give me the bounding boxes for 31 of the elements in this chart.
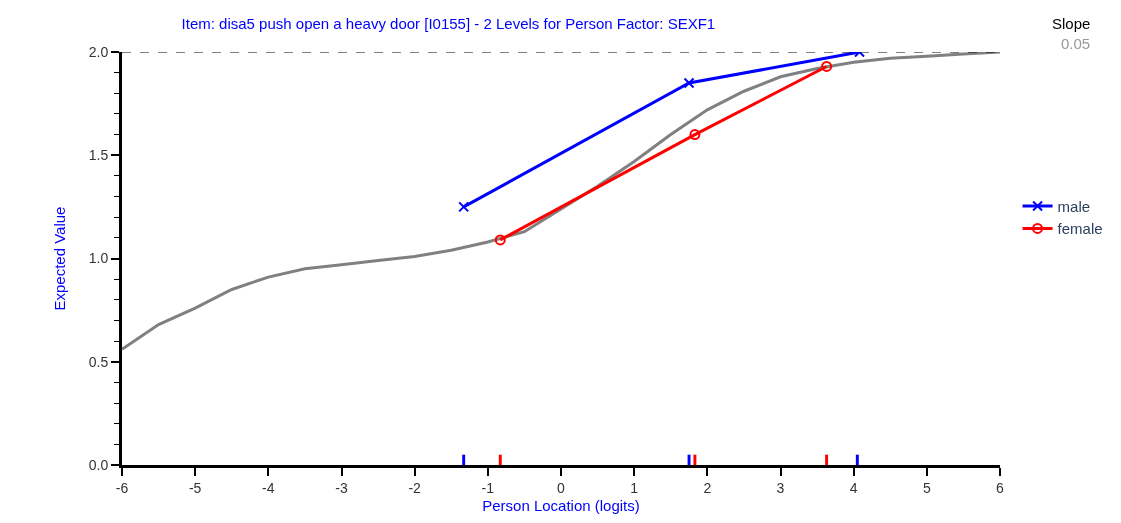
point xyxy=(689,129,701,141)
x-tick-label: -1 xyxy=(481,479,495,496)
line-series xyxy=(122,52,1000,351)
x-tick-label: -5 xyxy=(188,479,202,496)
y-tick-label: 1.5 xyxy=(88,147,109,164)
x-tick-label: 6 xyxy=(996,479,1005,496)
x-tick-label: 2 xyxy=(703,479,712,496)
text: 0.05 xyxy=(1061,35,1091,52)
x-tick-label: 3 xyxy=(776,479,785,496)
x-tick-label: -2 xyxy=(408,479,422,496)
y-tick-label: 1.0 xyxy=(88,250,109,267)
x-tick-label: 0 xyxy=(557,479,566,496)
legend-label: female xyxy=(1057,220,1103,238)
x-tick-label: 4 xyxy=(849,479,858,496)
x-tick-label: -4 xyxy=(262,479,275,496)
text: Slope xyxy=(1052,15,1091,32)
point xyxy=(821,60,833,72)
point xyxy=(494,234,506,246)
legend-label: male xyxy=(1057,197,1091,215)
x-tick-label: -3 xyxy=(335,479,348,496)
y-tick-label: 0.5 xyxy=(88,353,109,370)
x-tick-label: 5 xyxy=(922,479,931,496)
x-tick-label: -6 xyxy=(115,479,129,496)
y-axis-title: Expected Value xyxy=(50,206,68,311)
x-tick-label: 1 xyxy=(630,479,639,496)
y-tick-label: 0.0 xyxy=(88,456,109,473)
point xyxy=(683,77,695,89)
chart-title: Item: disa5 push open a heavy door [I0155] - 2 Levels for Person Factor: SEXF1 xyxy=(181,14,716,32)
point xyxy=(458,201,470,213)
y-tick-label: 2.0 xyxy=(88,43,109,60)
x-axis-title: Person Location (logits) xyxy=(482,496,640,514)
